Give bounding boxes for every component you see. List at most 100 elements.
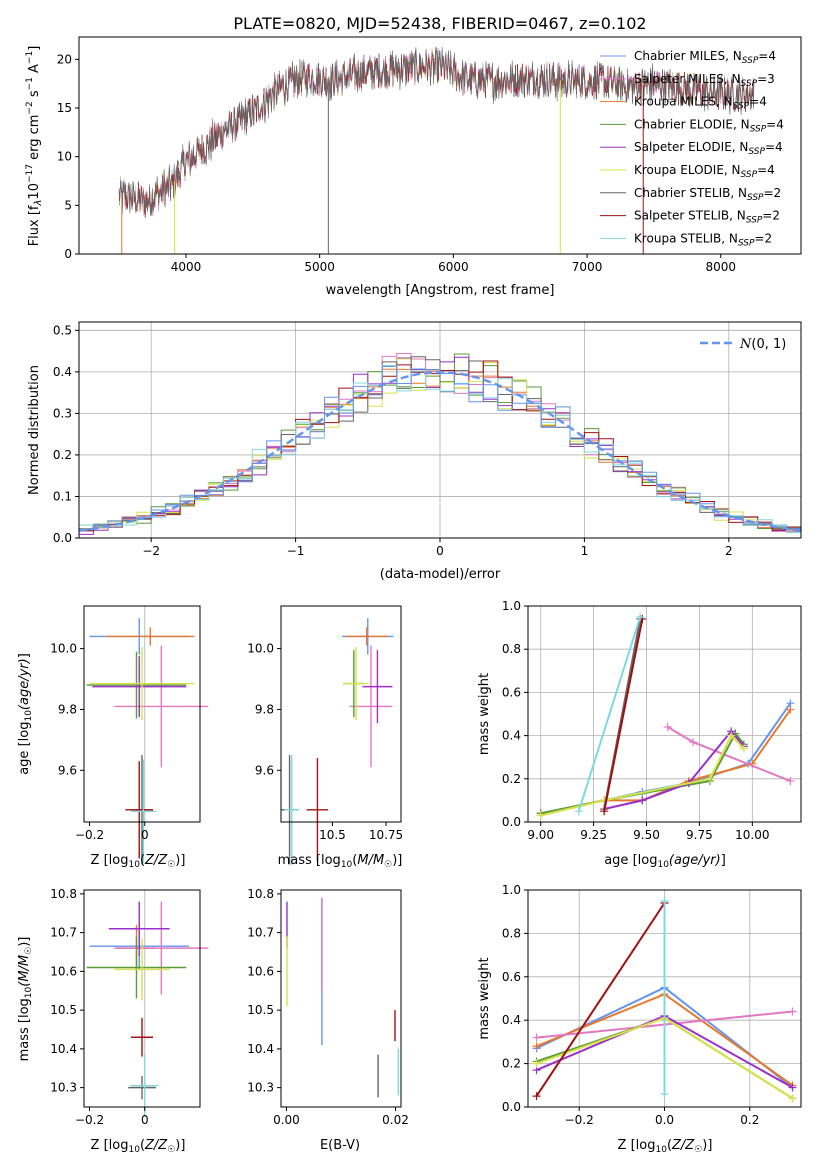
point-marker-pink [532, 1033, 541, 1042]
axes-frame [83, 605, 201, 823]
x-tick-label: 10.00 [735, 828, 769, 842]
x-tick-label: −2 [142, 544, 160, 558]
x-axis-label: Z [log10(Z/Z☉)] [91, 853, 186, 870]
x-tick-label: 9.00 [527, 828, 554, 842]
axes-frame [78, 36, 802, 255]
point-marker-yellow [706, 774, 714, 783]
y-tick-label: 0.4 [502, 1013, 521, 1027]
point-marker-pink [786, 776, 795, 785]
y-tick-label: 15 [57, 101, 72, 115]
y-tick-label: 10 [57, 150, 72, 164]
x-axis-label: (data-model)/error [380, 567, 501, 582]
point-marker-cyan [660, 1089, 669, 1098]
x-axis-label: Z [log10(Z/Z☉)] [91, 1138, 186, 1155]
axes-frame [280, 889, 402, 1108]
x-tick-label: 0 [141, 1113, 149, 1127]
x-tick-label: 0.0 [655, 1113, 674, 1127]
x-tick-label: 2 [725, 544, 733, 558]
point-marker-orange [786, 705, 795, 714]
legend-entry: N(0, 1) [739, 337, 786, 352]
y-axis-label: Normed distribution [27, 365, 42, 495]
x-axis-label: age [log10(age/yr)] [604, 853, 726, 870]
point-marker-yellow [532, 1059, 541, 1068]
x-tick-label: 9.75 [686, 828, 713, 842]
x-tick-label: −0.2 [75, 1113, 104, 1127]
point-marker-orange [532, 1042, 541, 1051]
y-tick-label: 0.4 [502, 729, 521, 743]
x-tick-label: 9.25 [580, 828, 607, 842]
y-tick-label: 0.4 [53, 365, 72, 379]
y-tick-label: 20 [57, 52, 72, 66]
x-tick-label: −0.2 [565, 1113, 594, 1127]
x-tick-label: 0 [436, 544, 444, 558]
x-tick-label: 9.50 [633, 828, 660, 842]
y-tick-label: 0.5 [53, 323, 72, 337]
point-marker-darkred [532, 1092, 541, 1101]
y-tick-label: 0.8 [502, 642, 521, 656]
series-line-cyan [577, 616, 642, 812]
point-marker-yellow [727, 731, 736, 740]
y-tick-label: 10.5 [247, 1003, 274, 1017]
axes-frame [527, 605, 802, 823]
y-tick-label: 0.1 [53, 489, 72, 503]
legend-entry: Kroupa MILES, NSSP=4 [634, 95, 767, 112]
x-tick-label: 7000 [572, 260, 603, 274]
x-tick-label: 1 [581, 544, 589, 558]
y-tick-label: 0.2 [502, 772, 521, 786]
x-tick-label: 5000 [304, 260, 335, 274]
y-tick-label: 10.3 [50, 1081, 77, 1095]
point-marker-darkred [600, 807, 609, 816]
series-line-darkred [535, 902, 666, 1097]
y-tick-label: 10.7 [50, 926, 77, 940]
x-tick-label: 0.00 [273, 1113, 300, 1127]
point-marker-cyan [636, 612, 645, 621]
x-tick-label: 6000 [438, 260, 469, 274]
point-marker-pink [689, 738, 698, 747]
y-tick-label: 0.0 [53, 531, 72, 545]
x-tick-label: −0.2 [75, 828, 104, 842]
y-tick-label: 10.0 [50, 642, 77, 656]
mass-weight-vs-age-panel: 9.00 9.25 9.50 9.75 10.00 0.0 0.2 0.4 0.6 0.8 1.0 m… [477, 599, 802, 870]
figure-title: PLATE=0820, MJD=52438, FIBERID=0467, z=0… [233, 14, 646, 33]
spectrum-line-gray [118, 46, 755, 216]
spectrum-panel: 4000 5000 6000 7000 8000 0 5 10 15 20 wavelength [… [57, 36, 802, 298]
spectrum-ylabel: Flux [fλ10−17 erg cm−2 s−1 A−1] [25, 46, 44, 247]
y-axis-label: mass [log10(M/M☉)] [17, 937, 34, 1062]
y-tick-label: 0.6 [502, 685, 521, 699]
y-tick-label: 10.6 [247, 964, 274, 978]
mass-weight-vs-metallicity-panel: −0.2 0.0 0.2 0.0 0.2 0.4 0.6 0.8 1.0 mass weight Z… [477, 883, 802, 1155]
x-axis-label: Z [log10(Z/Z☉)] [618, 1138, 713, 1155]
y-tick-label: 1.0 [502, 883, 521, 897]
y-tick-label: 0.2 [53, 448, 72, 462]
point-marker-pink [663, 722, 672, 731]
axes-frame [83, 889, 201, 1108]
series-line-darkred [603, 618, 644, 812]
y-tick-label: 10.3 [247, 1081, 274, 1095]
x-tick-label: 0.2 [740, 1113, 759, 1127]
y-tick-label: 0.6 [502, 970, 521, 984]
point-marker-cyan [574, 807, 583, 816]
y-axis-label: mass weight [477, 673, 492, 755]
mass-vs-extinction-panel: 0.00 0.02 10.3 10.4 10.5 10.6 10.7 10.8 E(B-V) [247, 887, 409, 1153]
mass-vs-metallicity-panel: −0.2 0 10.3 10.4 10.5 10.6 10.7 10.8 Z [log10(Z/… [17, 887, 209, 1155]
x-tick-label: 10.75 [369, 828, 403, 842]
point-marker-purple [788, 1083, 797, 1092]
y-tick-label: 10.8 [50, 887, 77, 901]
x-axis-label: E(B-V) [320, 1138, 360, 1153]
point-marker-yellow [536, 811, 545, 820]
y-tick-label: 10.5 [50, 1003, 77, 1017]
x-tick-label: 10.5 [319, 828, 346, 842]
age-vs-metallicity-panel: −0.2 0 9.6 9.8 10.0 Z [log10(Z/Z☉)] age [log10… [17, 605, 209, 870]
svg-text:Flux [fλ10−17 erg cm−2 s−1 A−1: Flux [fλ10−17 erg cm−2 s−1 A−1] [25, 46, 44, 247]
y-tick-label: 10.4 [247, 1042, 274, 1056]
y-tick-label: 5 [64, 198, 72, 212]
x-axis-label: wavelength [Angstrom, rest frame] [326, 283, 555, 298]
residual-histogram-panel: −2 −1 0 1 2 0.0 0.1 0.2 0.3 0.4 0.5 (data-model)/er… [27, 321, 802, 582]
x-axis-label: mass [log10(M/M☉)] [278, 853, 403, 870]
y-tick-label: 10.0 [247, 642, 274, 656]
y-tick-label: 0.2 [502, 1057, 521, 1071]
y-tick-label: 0 [64, 247, 72, 261]
x-tick-label: 0.02 [382, 1113, 409, 1127]
x-tick-label: 4000 [171, 260, 202, 274]
point-marker-purple [638, 796, 647, 805]
